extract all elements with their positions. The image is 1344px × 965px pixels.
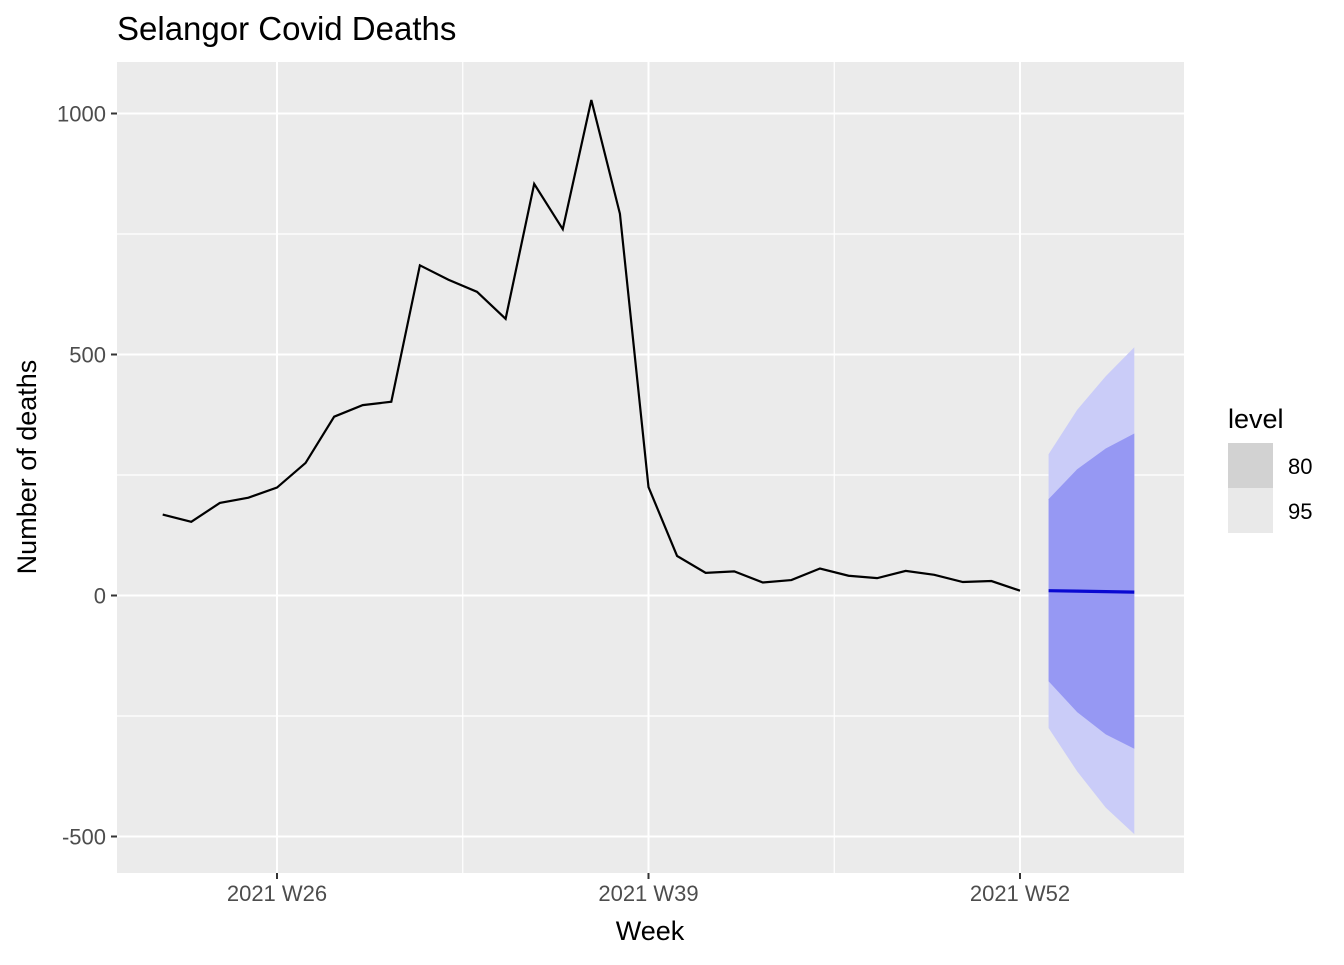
major-gridlines (117, 62, 1184, 873)
legend-swatch-80 (1228, 443, 1273, 488)
x-tick-label: 2021 W52 (970, 881, 1070, 906)
plot-panel (117, 62, 1184, 873)
x-tick-label: 2021 W39 (598, 881, 698, 906)
y-tick-label: 500 (69, 343, 106, 368)
x-axis-ticks: 2021 W26 2021 W39 2021 W52 (227, 873, 1070, 906)
y-axis-title: Number of deaths (12, 360, 42, 575)
y-tick-label: 0 (94, 584, 106, 609)
legend-label-95: 95 (1288, 499, 1312, 524)
legend-label-80: 80 (1288, 454, 1312, 479)
y-tick-label: 1000 (57, 102, 106, 127)
legend-swatch-95 (1228, 488, 1273, 533)
observed-line (162, 99, 1021, 592)
x-tick-label: 2021 W26 (227, 881, 327, 906)
minor-gridlines (117, 62, 1184, 873)
y-tick-label: -500 (62, 825, 106, 850)
legend-title: level (1228, 404, 1284, 434)
y-axis-ticks: 1000 500 0 -500 (57, 102, 117, 850)
chart-title: Selangor Covid Deaths (117, 10, 456, 47)
x-axis-title: Week (616, 916, 685, 946)
legend: level 80 95 (1228, 404, 1312, 533)
forecast-mean-line (1048, 589, 1135, 594)
